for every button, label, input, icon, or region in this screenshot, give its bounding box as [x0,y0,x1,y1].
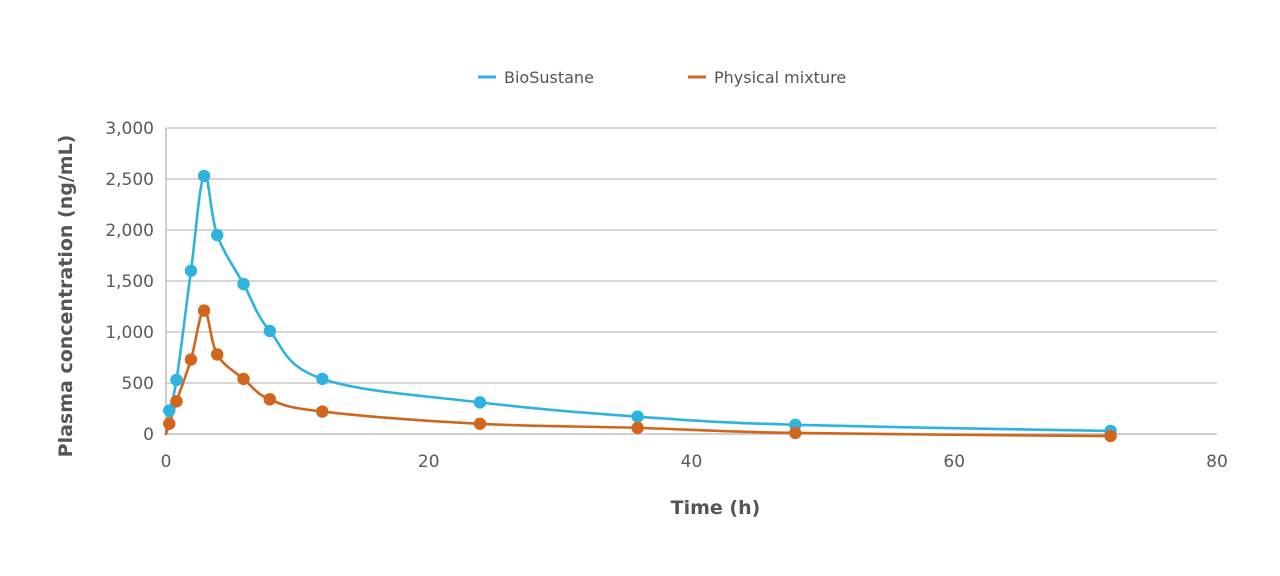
y-tick-label: 1,000 [105,323,154,343]
x-tick-label: 80 [1206,452,1228,472]
data-point-physical-mixture [473,417,487,430]
x-tick-label: 20 [418,452,440,472]
axes: 0 500 1,000 1,500 2,000 2,500 3,000 0 20 40 60 80 [105,119,1227,472]
series-lines [164,174,1112,438]
x-axis-title: Time (h) [671,497,761,519]
data-point-biosustane [184,264,198,277]
y-tick-label: 2,000 [105,221,154,241]
data-point-biosustane [631,410,644,423]
data-point-physical-mixture [197,304,211,317]
data-point-physical-mixture [184,353,198,366]
legend-label-physical-mixture: Physical mixture [714,68,846,87]
x-tick-label: 40 [681,452,703,472]
legend-label-biosustane: BioSustane [504,68,594,87]
data-point-physical-mixture [163,417,176,430]
data-point-biosustane [163,404,176,417]
data-point-biosustane [473,396,487,409]
data-point-physical-mixture [170,395,183,408]
y-axis-title: Plasma concentration (ng/mL) [55,135,77,458]
data-point-biosustane [316,372,329,386]
data-point-physical-mixture [211,348,224,361]
grid [166,127,1217,435]
data-point-physical-mixture [316,405,329,418]
x-tick-label: 60 [943,452,965,472]
data-point-physical-mixture [631,421,644,435]
data-point-physical-mixture [1104,429,1117,443]
y-tick-label: 0 [143,425,154,445]
y-tick-label: 2,500 [105,170,154,190]
series-line-biosustane [164,174,1112,436]
y-tick-label: 1,500 [105,272,154,292]
data-point-physical-mixture [263,393,276,406]
data-point-physical-mixture [789,426,802,440]
data-point-biosustane [170,373,183,387]
data-point-biosustane [263,324,276,338]
y-tick-label: 3,000 [105,119,154,139]
y-tick-label: 500 [122,374,154,394]
data-point-biosustane [211,228,224,242]
x-tick-label: 0 [161,452,172,472]
data-point-biosustane [197,169,211,183]
data-point-physical-mixture [237,372,250,386]
series-line-physical-mixture [164,309,1112,438]
data-point-biosustane [237,277,250,291]
legend: BioSustane Physical mixture [478,68,846,87]
data-points [163,169,1117,443]
